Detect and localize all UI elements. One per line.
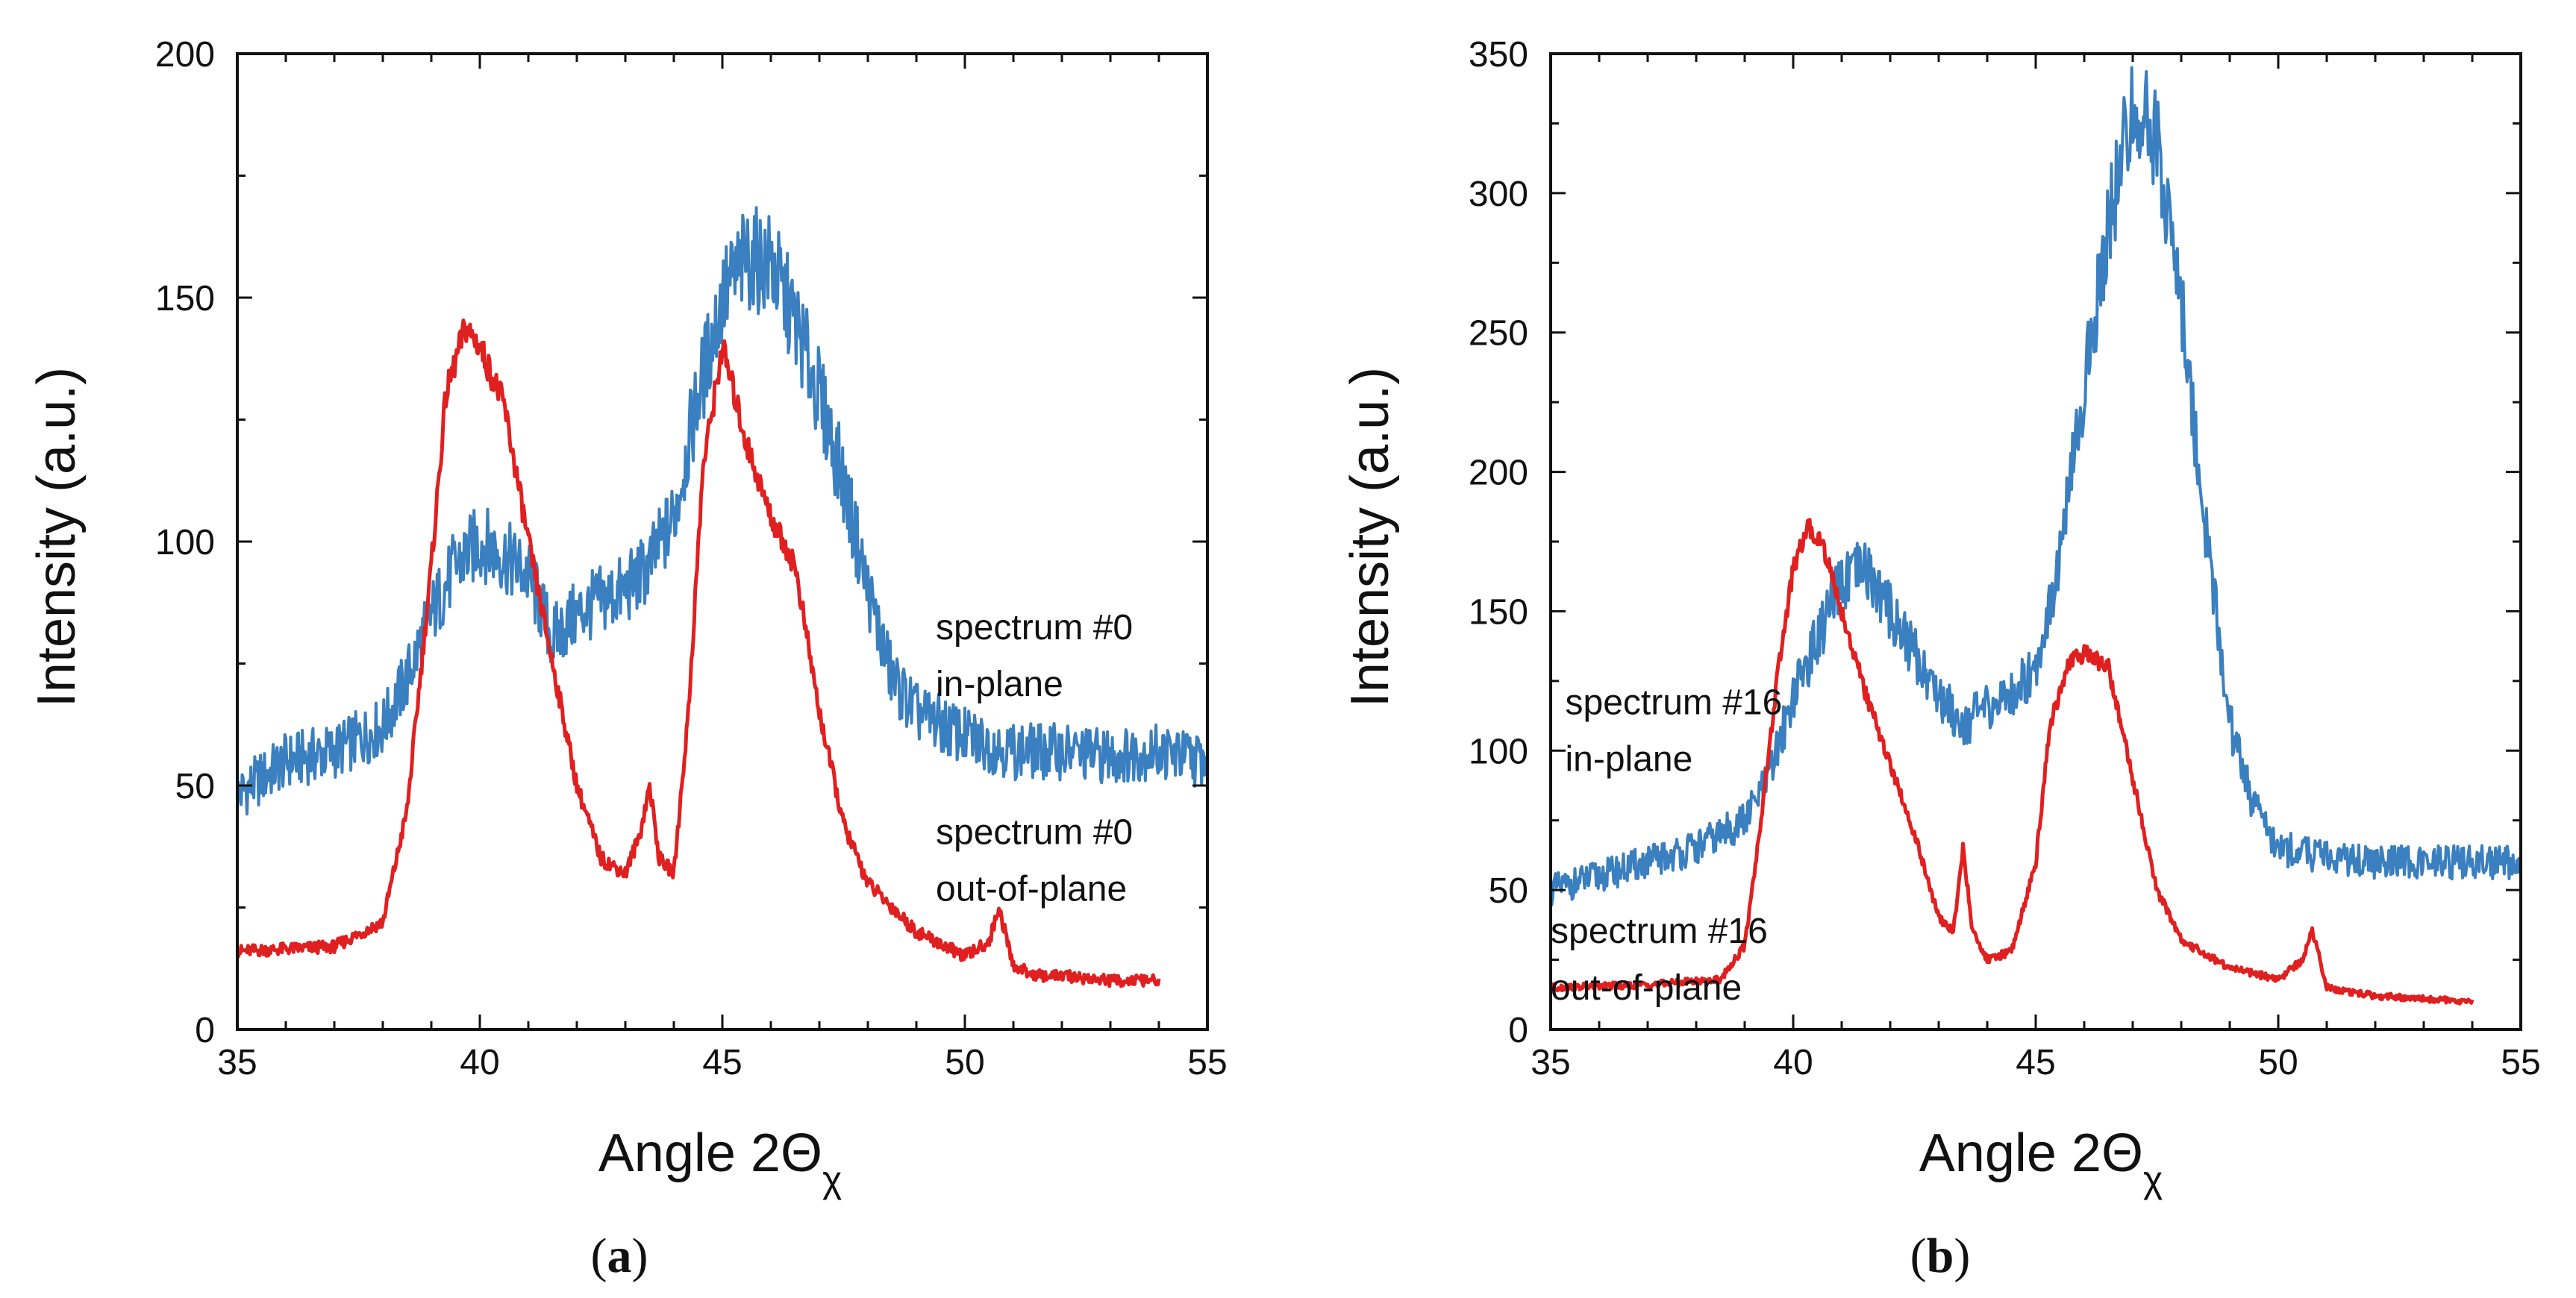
- panel-b-x-axis-label: Angle 2Θχ: [1919, 1123, 2163, 1200]
- panel-a-annotation: spectrum #0 out-of-plane: [936, 812, 1133, 909]
- panel-a-x-tick-label: 45: [702, 1043, 742, 1082]
- panel-b-y-tick-label: 300: [1469, 175, 1528, 214]
- panel-b-x-tick-label: 35: [1531, 1043, 1570, 1082]
- panel-a-label-letter: a: [607, 1229, 632, 1283]
- panel-b-annotation: spectrum #16 out-of-plane: [1551, 912, 1768, 1008]
- panel-b-y-tick-label: 200: [1469, 454, 1528, 493]
- panel-b-y-tick-label: 150: [1469, 592, 1528, 632]
- panel-a-label: (a): [591, 1229, 648, 1283]
- panel-a-annotation-line2: out-of-plane: [936, 869, 1127, 909]
- panel-b-x-tick-label: 40: [1773, 1043, 1813, 1082]
- panel-b-label: (b): [1910, 1229, 1971, 1283]
- panel-a-y-tick-label: 50: [175, 767, 215, 806]
- panel-b-y-tick-label: 350: [1469, 35, 1528, 75]
- panel-b-x-tick-label: 45: [2016, 1043, 2055, 1082]
- panel-a-label-open: (: [591, 1229, 607, 1283]
- panel-a-x-tick-label: 40: [460, 1043, 499, 1082]
- panel-b-label-close: ): [1954, 1229, 1970, 1283]
- panel-a-annotation: spectrum #0 in-plane: [936, 608, 1133, 704]
- panel-a-x-label-main: Angle 2Θ: [598, 1123, 822, 1183]
- panel-b-x-label-main: Angle 2Θ: [1919, 1123, 2143, 1183]
- panel-a-y-axis-label: Intensity (a.u.): [27, 367, 87, 707]
- panel-a-x-tick-label: 35: [217, 1043, 257, 1082]
- panel-a: spectrum #0 in-plane spectrum #0 out-of-pla…: [27, 35, 1228, 1283]
- panel-b-label-letter: b: [1927, 1229, 1954, 1283]
- panel-a-y-tick-label: 0: [195, 1011, 215, 1050]
- panel-b-ticks: 35 40 45 50 55 0 50 100 150 200 250 300 350: [1469, 35, 2541, 1082]
- panel-b-annotation-line2: out-of-plane: [1551, 968, 1742, 1008]
- panel-b-x-tick-label: 55: [2501, 1043, 2540, 1082]
- panel-b-y-tick-label: 250: [1469, 314, 1528, 354]
- panel-b-annotation-line2: in-plane: [1566, 740, 1693, 780]
- panel-a-x-label-sub: χ: [822, 1159, 842, 1200]
- panel-a-x-tick-label: 50: [945, 1043, 984, 1082]
- panel-a-ticks: 35 40 45 50 55 0 50 100 150 200: [155, 35, 1228, 1082]
- panel-b-y-tick-label: 0: [1508, 1011, 1528, 1050]
- panel-a-series-out-of-plane-line: [237, 319, 1161, 988]
- panel-a-x-tick-label: 55: [1187, 1043, 1227, 1082]
- panel-b-annotation-line1: spectrum #16: [1551, 912, 1768, 951]
- panel-b-series-in-plane-line: [1551, 66, 2521, 906]
- panel-b-annotation-line1: spectrum #16: [1566, 683, 1783, 723]
- panel-b-y-tick-label: 100: [1469, 732, 1528, 771]
- panel-b: spectrum #16 in-plane spectrum #16 out-of-p…: [1340, 35, 2541, 1283]
- panel-a-y-tick-label: 100: [155, 523, 215, 562]
- panel-a-annotation-line2: in-plane: [936, 665, 1063, 704]
- panel-a-x-axis-label: Angle 2Θχ: [598, 1123, 842, 1200]
- panel-b-y-axis-label: Intensity (a.u.): [1340, 367, 1400, 707]
- panel-a-y-tick-label: 200: [155, 35, 215, 75]
- panel-b-x-tick-label: 50: [2258, 1043, 2298, 1082]
- panel-a-series-in-plane-line: [237, 206, 1207, 816]
- panel-b-y-tick-label: 50: [1489, 871, 1528, 911]
- panel-a-label-close: ): [632, 1229, 648, 1283]
- panel-b-label-open: (: [1910, 1229, 1927, 1283]
- panel-b-x-label-sub: χ: [2143, 1159, 2163, 1200]
- panel-b-annotation: spectrum #16 in-plane: [1566, 683, 1783, 780]
- panel-a-annotation-line1: spectrum #0: [936, 812, 1133, 852]
- panel-a-y-tick-label: 150: [155, 279, 215, 319]
- panel-a-annotation-line1: spectrum #0: [936, 608, 1133, 648]
- panel-b-series-out-of-plane-line: [1551, 518, 2475, 1006]
